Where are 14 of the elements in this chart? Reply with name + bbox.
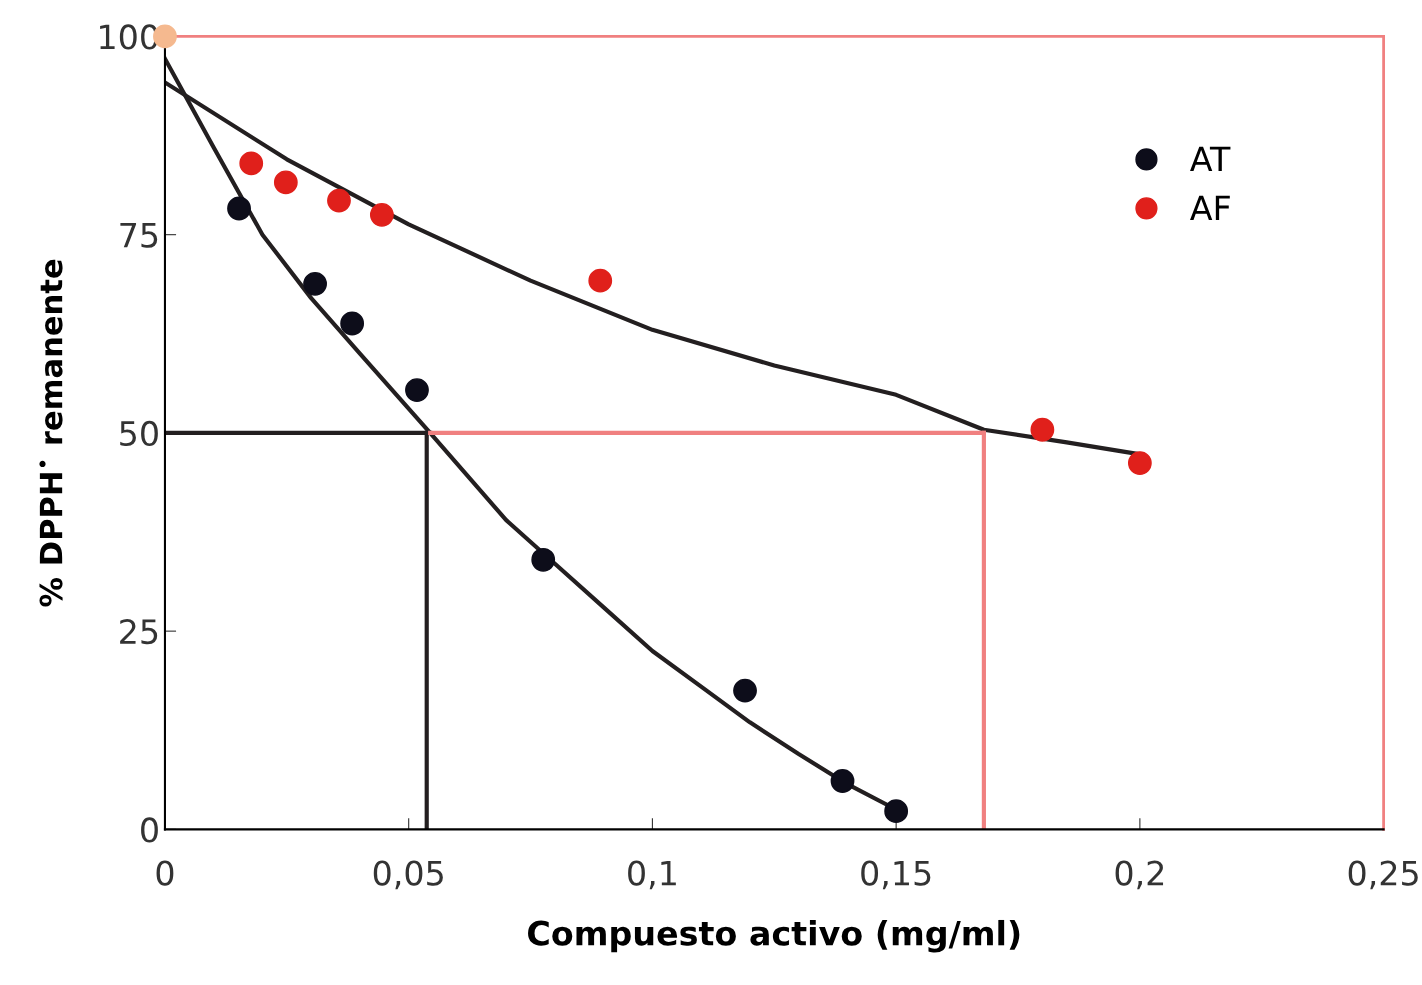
y-tick-label: 50 bbox=[120, 420, 158, 447]
legend-label: AT bbox=[1190, 146, 1231, 172]
x-tick-label: 0,1 bbox=[628, 860, 676, 890]
y-tick-label: 75 bbox=[120, 223, 158, 248]
y-axis-title: % DPPH$^{•}$ remanente bbox=[39, 259, 63, 607]
x-tick-label: 0 bbox=[156, 860, 174, 886]
x-axis-title: Compuesto activo (mg/ml) bbox=[528, 919, 1020, 953]
x-tick-label: 0,15 bbox=[861, 860, 931, 890]
x-tick-label: 0,25 bbox=[1348, 860, 1418, 890]
legend-label: AF bbox=[1190, 195, 1230, 220]
x-tick-label: 0,05 bbox=[373, 860, 443, 890]
y-tick-label: 0 bbox=[141, 817, 158, 843]
x-tick-label: 0,2 bbox=[1115, 860, 1164, 890]
y-tick-label: 25 bbox=[120, 619, 158, 645]
